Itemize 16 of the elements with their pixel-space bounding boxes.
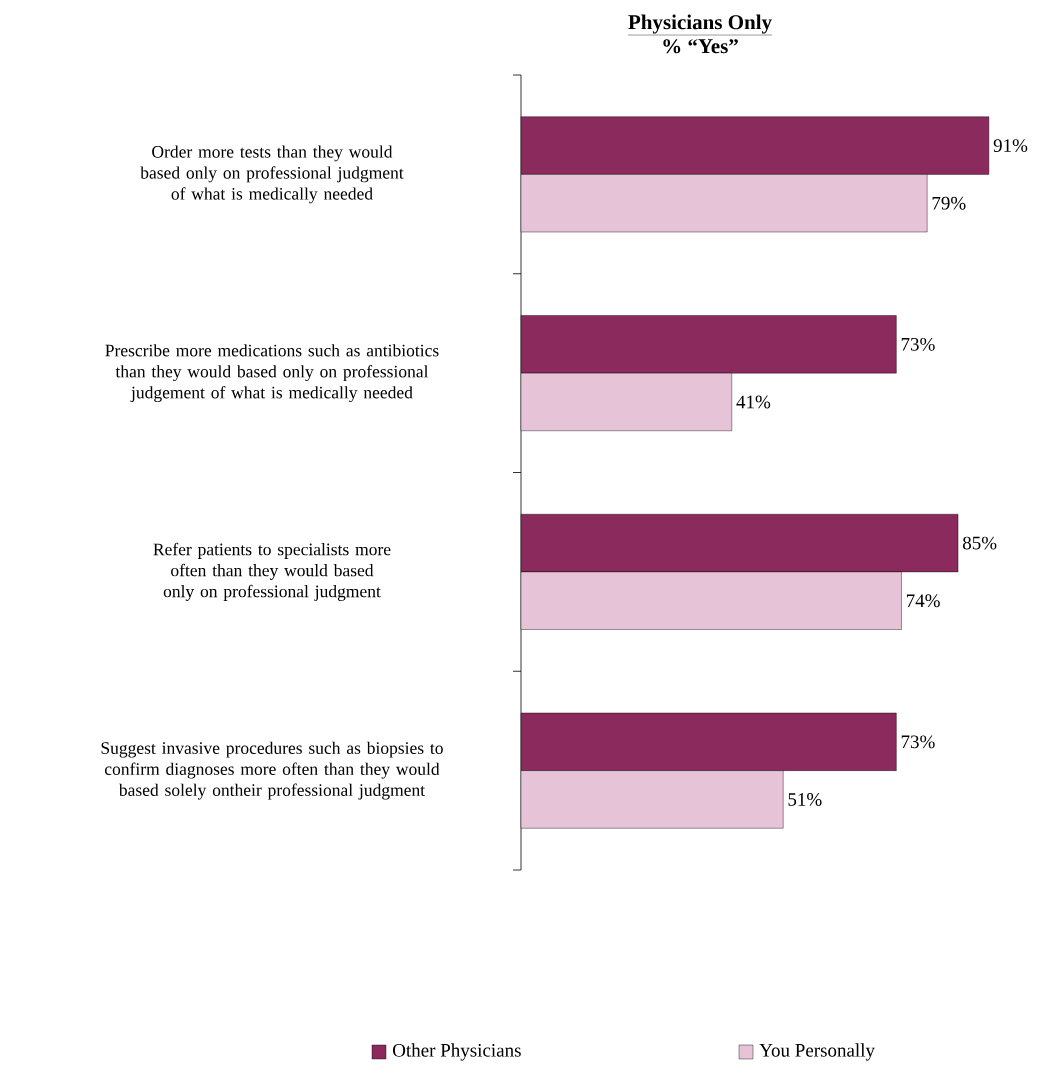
data-label: 91% <box>993 139 1028 152</box>
y-tick-label: Suggest invasive procedures such as biopsies to confirm diagnoses more often than they would based solely ontheir professional judgment <box>101 741 443 800</box>
data-label: 74% <box>906 594 940 608</box>
legend-label: You Personally <box>759 1043 875 1061</box>
data-label: 41% <box>736 395 771 409</box>
data-label: 73% <box>901 337 935 351</box>
data-label: 85% <box>962 536 997 550</box>
data-label: 51% <box>788 793 822 806</box>
data-label: 79% <box>932 196 966 210</box>
y-tick-label: Order more tests than they would based only on professional judgment of what is medically needed <box>140 145 404 204</box>
y-tick-label: Refer patients to specialists more often than they would based only on professional judgment <box>153 542 391 601</box>
data-label: 73% <box>901 735 935 749</box>
chart-subtitle: % “Yes” <box>663 39 738 54</box>
chart-title: Physicians Only <box>628 14 772 34</box>
legend-label: Other Physicians <box>392 1043 521 1061</box>
y-tick-label: Prescribe more medications such as antibiotics than they would based only on professional judgement of what is medically needed <box>105 344 439 403</box>
